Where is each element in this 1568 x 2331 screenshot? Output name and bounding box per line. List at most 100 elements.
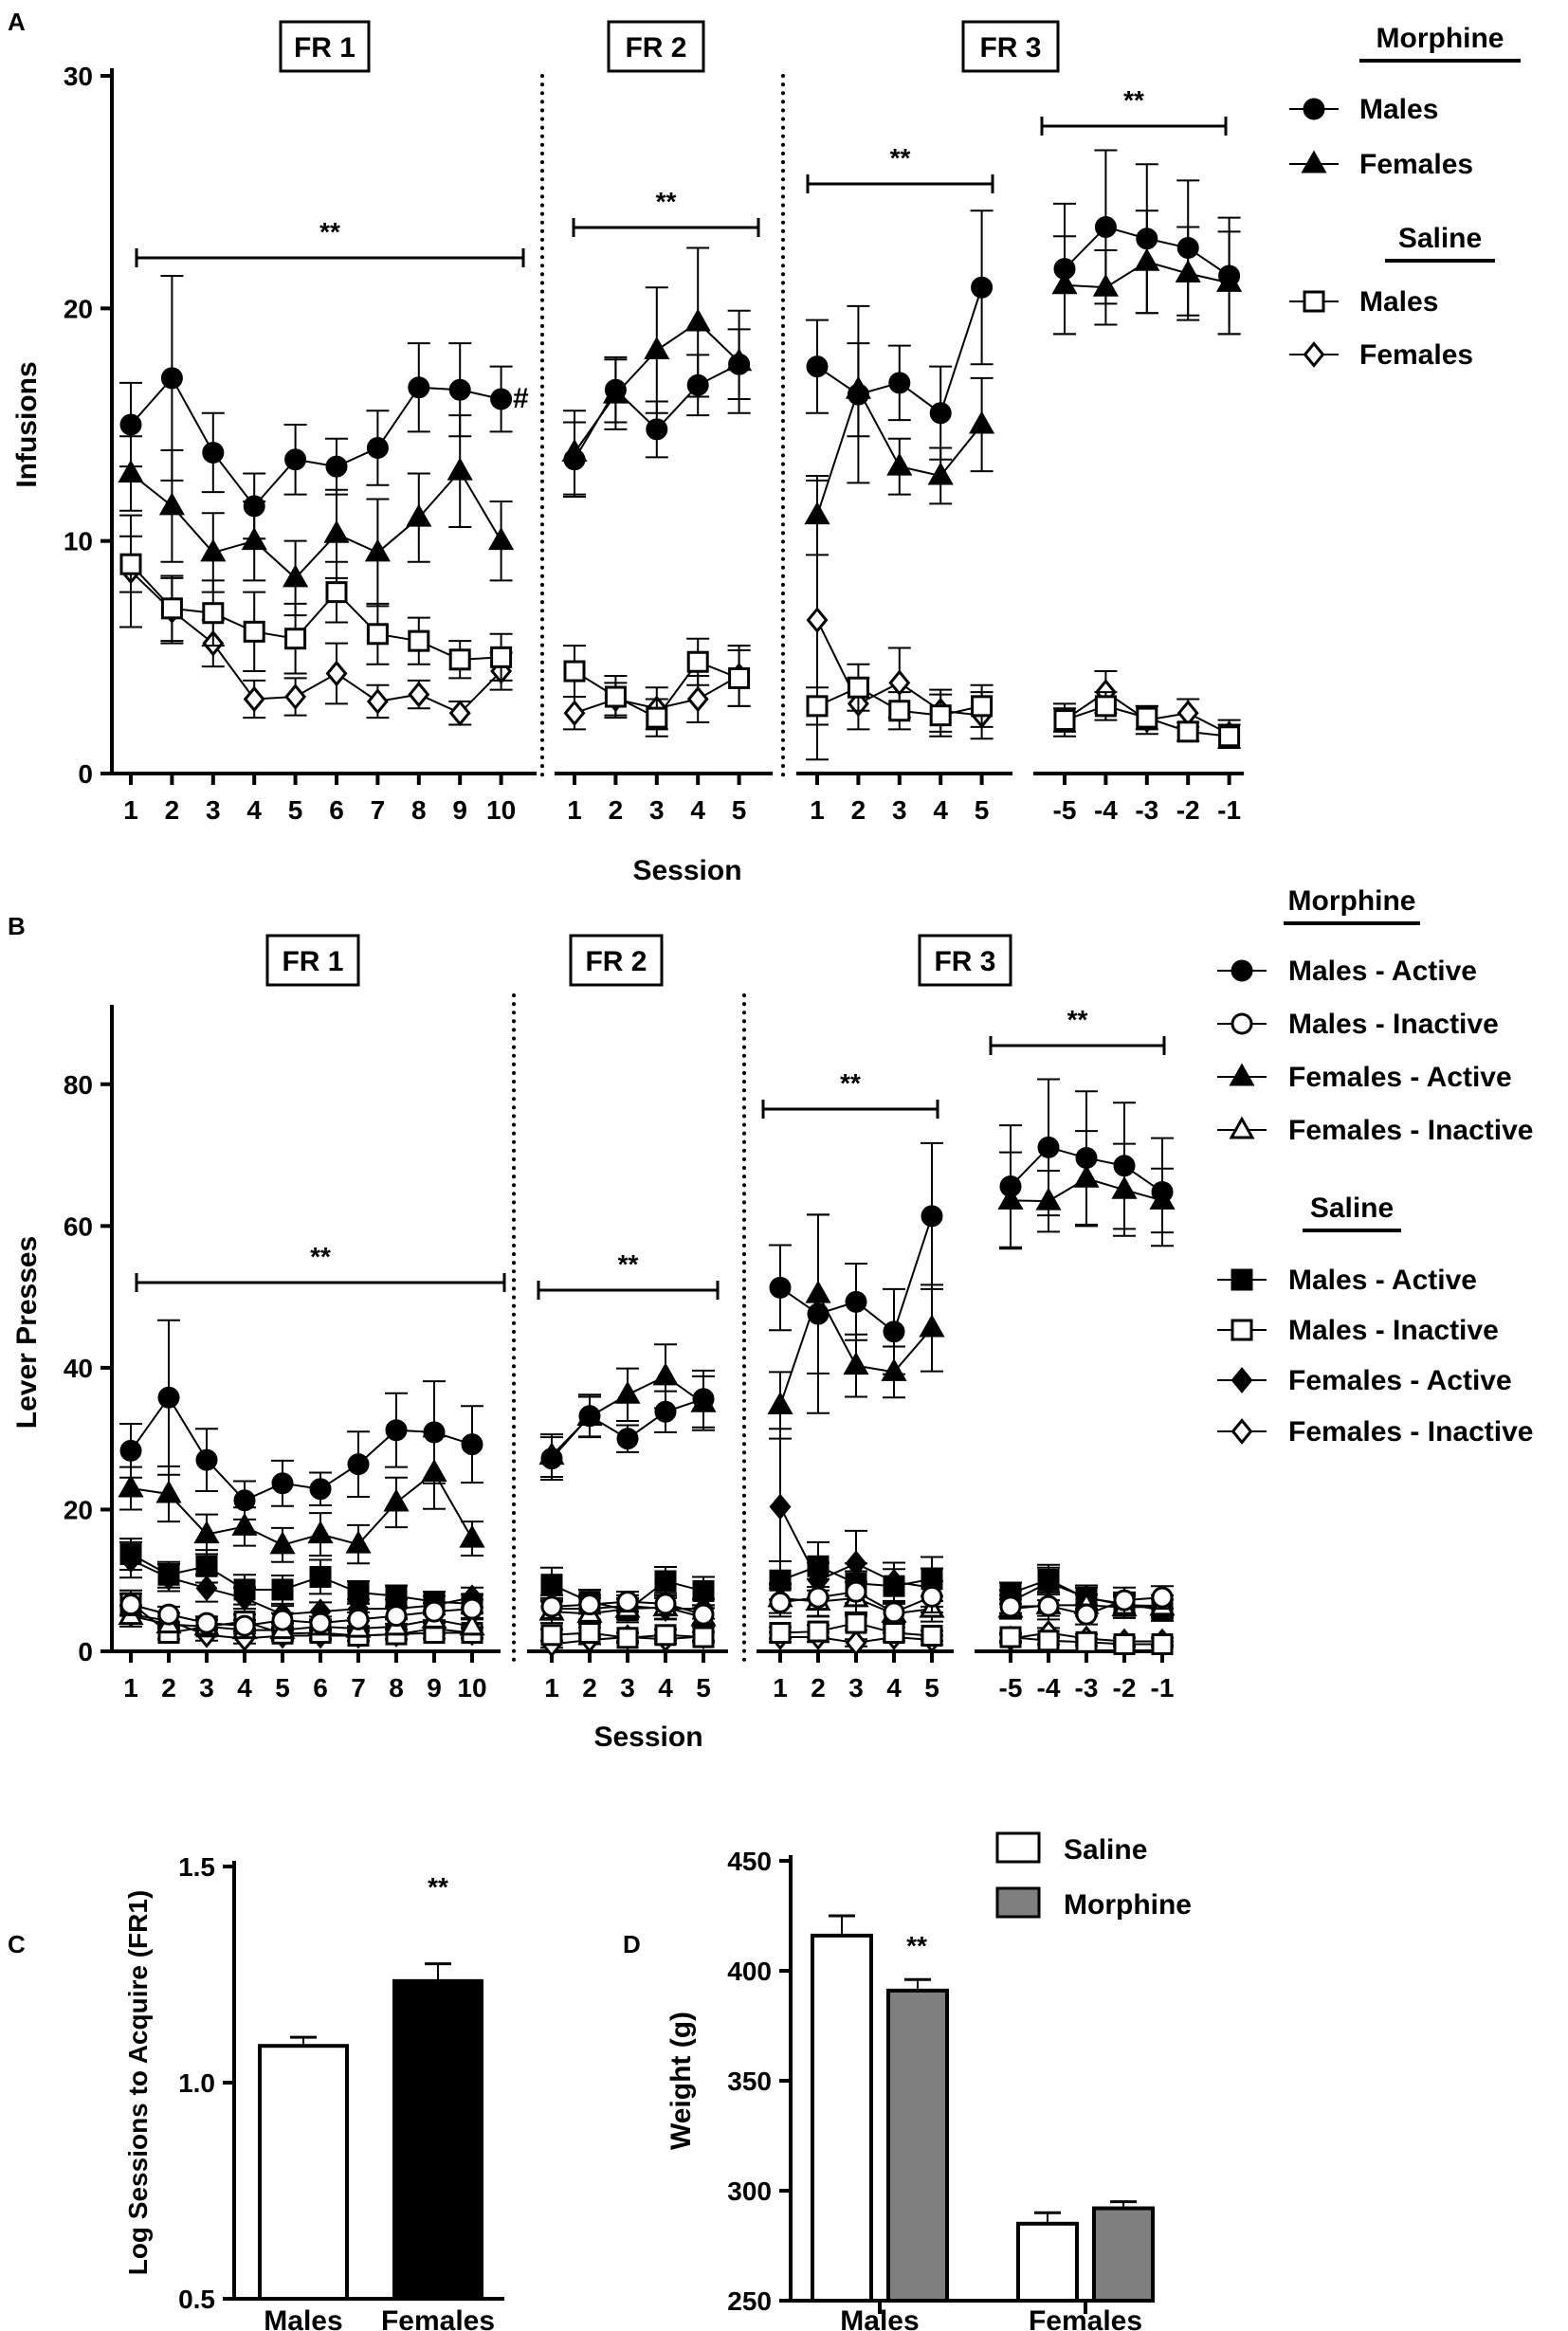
y-tick-label: 300 — [727, 2176, 772, 2206]
x-tick-label: 5 — [275, 1673, 290, 1703]
data-point — [307, 1521, 334, 1544]
series-line — [130, 1553, 473, 1605]
legend-label-saline: Saline — [1064, 1834, 1147, 1866]
data-point — [233, 1614, 256, 1637]
series-morphine-males-inactive — [119, 1570, 1174, 1637]
data-point — [646, 706, 668, 729]
data-point — [309, 1478, 332, 1501]
x-category-label: Females — [1029, 2305, 1142, 2331]
data-point — [461, 1597, 483, 1620]
data-point — [448, 700, 471, 727]
x-tick-label: 2 — [161, 1673, 176, 1703]
data-point — [1075, 1147, 1098, 1170]
data-point — [448, 378, 471, 401]
data-point — [767, 1391, 793, 1415]
series-line — [130, 469, 502, 580]
data-point — [540, 1448, 563, 1470]
data-point — [804, 501, 830, 525]
data-point — [728, 666, 751, 689]
data-point — [1151, 1633, 1174, 1656]
data-point — [1094, 215, 1117, 238]
data-point — [847, 676, 869, 699]
data-point — [1053, 258, 1076, 281]
data-point — [927, 462, 954, 485]
legend-marker — [1231, 1418, 1253, 1445]
data-point — [807, 1302, 830, 1325]
x-category-label: Males — [840, 2305, 919, 2331]
y-tick-label: 10 — [64, 527, 93, 556]
sig-label: ** — [840, 1068, 861, 1098]
x-tick-label: 2 — [582, 1673, 597, 1703]
data-point — [347, 1608, 370, 1630]
data-point — [160, 597, 183, 620]
x-axis-label: Session — [593, 1721, 702, 1753]
sig-label: ** — [890, 143, 911, 173]
x-tick-label: -3 — [1075, 1673, 1099, 1703]
data-point — [118, 459, 144, 483]
data-point — [654, 1400, 677, 1423]
series-morphine-males-active — [119, 1078, 1174, 1521]
x-tick-label: 1 — [123, 1673, 138, 1703]
legend-marker — [1231, 1367, 1253, 1393]
data-point — [769, 1276, 792, 1299]
data-point — [325, 581, 348, 604]
x-tick-label: 6 — [313, 1673, 328, 1703]
x-tick-label: 3 — [620, 1673, 635, 1703]
data-point — [1113, 1589, 1136, 1612]
data-point — [807, 1586, 830, 1609]
data-point — [578, 1622, 601, 1645]
data-point — [654, 1593, 677, 1615]
data-point — [157, 1386, 180, 1409]
data-point — [488, 527, 515, 551]
data-point — [845, 1580, 867, 1603]
data-point — [616, 1627, 639, 1649]
data-point — [423, 1600, 446, 1623]
data-point — [243, 620, 265, 643]
phase-label: FR 3 — [979, 32, 1041, 64]
data-point — [888, 669, 911, 697]
data-point — [921, 1205, 943, 1228]
y-axis-label: Weight (g) — [665, 2012, 697, 2150]
legend-heading-morphine: Morphine — [1288, 885, 1416, 917]
data-point — [231, 1512, 258, 1536]
data-point — [1176, 720, 1199, 743]
data-point — [408, 681, 430, 708]
data-point — [119, 553, 142, 575]
data-point — [807, 1555, 830, 1577]
bar-morphine-males — [886, 1988, 949, 2303]
data-point — [563, 448, 586, 471]
sig-label: ** — [319, 217, 340, 246]
x-tick-label: 5 — [288, 795, 303, 825]
x-tick-label: 4 — [690, 795, 705, 825]
data-point — [461, 1433, 483, 1456]
y-axis-label: Log Sessions to Acquire (FR1) — [123, 1890, 153, 2276]
data-point — [540, 1595, 563, 1618]
x-tick-label: 10 — [486, 795, 516, 825]
x-tick-label: 3 — [649, 795, 665, 825]
data-point — [883, 1575, 905, 1597]
data-point — [200, 538, 227, 562]
legend-label: Females - Active — [1288, 1062, 1512, 1093]
y-tick-label: 250 — [727, 2286, 772, 2316]
data-point — [325, 455, 348, 478]
series-line — [130, 1602, 472, 1637]
x-tick-label: 5 — [924, 1673, 939, 1703]
bar-saline-females — [1016, 2221, 1079, 2304]
annotation-hash: # — [513, 383, 529, 414]
x-tick-label: 3 — [199, 1673, 214, 1703]
data-point — [1151, 1586, 1174, 1609]
series-line — [130, 570, 502, 715]
x-tick-label: 1 — [810, 795, 825, 825]
data-point — [119, 1543, 142, 1566]
data-point — [243, 495, 265, 518]
data-point — [888, 700, 911, 722]
data-point — [385, 1605, 408, 1628]
x-tick-label: 2 — [165, 795, 180, 825]
data-point — [654, 1570, 677, 1593]
legend-marker — [1303, 341, 1325, 368]
legend-label: Males — [1359, 94, 1438, 125]
data-point — [459, 1524, 485, 1548]
data-point — [806, 607, 829, 633]
data-point — [644, 336, 670, 359]
